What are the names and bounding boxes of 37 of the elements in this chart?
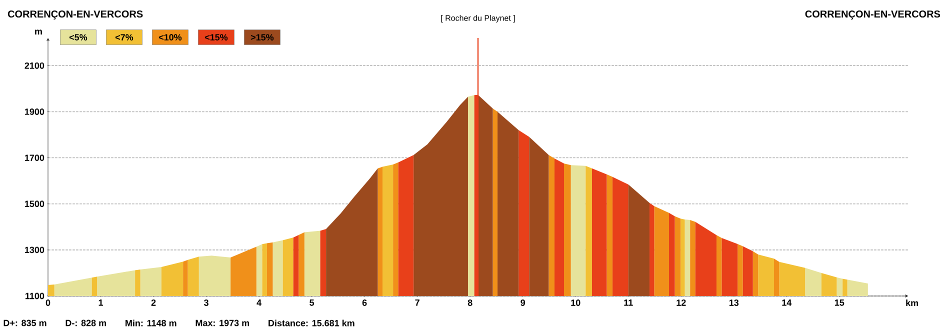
text: CORRENÇON-EN-VERCORS [805,10,940,20]
x-tick-label: 6 [362,300,367,306]
text: <10% [158,34,182,40]
x-tick-label: 14 [782,300,792,306]
x-tick-label: 13 [729,300,739,306]
text: D+: 835 m [4,320,46,326]
y-tick-label: 1500 [25,200,44,208]
text: D-: 828 m [66,320,106,326]
x-tick-label: 2 [151,300,156,306]
x-tick-label: 4 [256,300,262,306]
text: CORRENÇON-EN-VERCORS [8,10,143,20]
y-tick-label: 1300 [25,246,44,254]
x-tick-label: 7 [415,300,420,306]
x-tick-label: 11 [624,300,633,306]
text: Distance: 15.681 km [268,320,354,326]
x-tick-label: 15 [834,300,844,306]
x-tick-label: 8 [468,300,472,306]
text: <7% [115,34,134,40]
y-tick-label: 1100 [26,292,44,300]
y-tick-label: 1900 [25,108,44,115]
text: >15% [250,34,274,40]
x-tick-label: 1 [98,300,104,306]
text: Max: 1973 m [196,320,250,326]
x-tick-label: 9 [520,300,526,306]
y-axis-title: m [35,30,42,34]
text: <5% [69,34,88,40]
x-tick-label: 0 [46,300,50,306]
x-axis-title: km [906,300,918,306]
text: Min: 1148 m [126,320,176,326]
ref-line-label: [ Rocher du Playnet ] [441,15,515,22]
x-tick-label: 12 [676,300,686,306]
y-tick-label: 2100 [24,62,44,69]
x-tick-label: 5 [310,300,314,306]
y-tick-label: 1700 [25,154,44,161]
text: <15% [204,34,228,40]
x-tick-label: 3 [204,300,208,306]
x-tick-label: 10 [571,300,580,306]
